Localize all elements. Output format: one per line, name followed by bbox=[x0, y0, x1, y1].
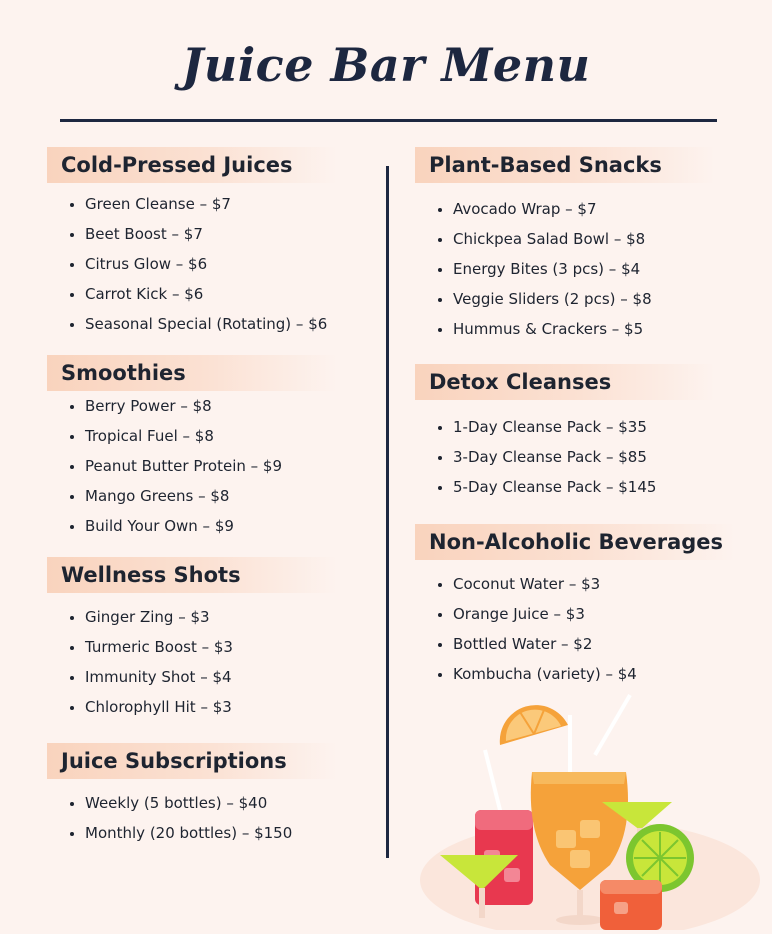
menu-item: Coconut Water – $3 bbox=[415, 569, 735, 599]
orange-slice-icon bbox=[499, 705, 568, 745]
menu-item: Immunity Shot – $4 bbox=[47, 662, 337, 692]
section-heading: Juice Subscriptions bbox=[47, 743, 337, 779]
menu-item: Beet Boost – $7 bbox=[47, 219, 337, 249]
menu-item: Bottled Water – $2 bbox=[415, 629, 735, 659]
menu-item: Green Cleanse – $7 bbox=[47, 189, 337, 219]
menu-item: Chlorophyll Hit – $3 bbox=[47, 692, 337, 722]
menu-item: Kombucha (variety) – $4 bbox=[415, 659, 735, 689]
menu-item: Hummus & Crackers – $5 bbox=[415, 314, 715, 344]
menu-item: 5-Day Cleanse Pack – $145 bbox=[415, 472, 715, 502]
section-plant-based-snacks: Plant-Based Snacks Avocado Wrap – $7 Chi… bbox=[415, 147, 715, 344]
straw-icon bbox=[593, 693, 632, 757]
section-smoothies: Smoothies Berry Power – $8 Tropical Fuel… bbox=[47, 355, 337, 541]
menu-item: Berry Power – $8 bbox=[47, 391, 337, 421]
orange-drink-icon bbox=[530, 772, 628, 925]
item-list: Ginger Zing – $3 Turmeric Boost – $3 Imm… bbox=[47, 602, 337, 722]
section-heading: Wellness Shots bbox=[47, 557, 337, 593]
menu-title: Juice Bar Menu bbox=[181, 38, 591, 92]
item-list: 1-Day Cleanse Pack – $35 3-Day Cleanse P… bbox=[415, 412, 715, 502]
menu-item: Mango Greens – $8 bbox=[47, 481, 337, 511]
menu-item: Turmeric Boost – $3 bbox=[47, 632, 337, 662]
item-list: Berry Power – $8 Tropical Fuel – $8 Pean… bbox=[47, 391, 337, 541]
menu-item: Citrus Glow – $6 bbox=[47, 249, 337, 279]
menu-item: Tropical Fuel – $8 bbox=[47, 421, 337, 451]
small-drink-icon bbox=[600, 880, 662, 930]
section-detox-cleanses: Detox Cleanses 1-Day Cleanse Pack – $35 … bbox=[415, 364, 715, 502]
section-juice-subscriptions: Juice Subscriptions Weekly (5 bottles) –… bbox=[47, 743, 337, 848]
section-wellness-shots: Wellness Shots Ginger Zing – $3 Turmeric… bbox=[47, 557, 337, 722]
item-list: Avocado Wrap – $7 Chickpea Salad Bowl – … bbox=[415, 194, 715, 344]
item-list: Green Cleanse – $7 Beet Boost – $7 Citru… bbox=[47, 189, 337, 339]
menu-item: Build Your Own – $9 bbox=[47, 511, 337, 541]
section-heading: Detox Cleanses bbox=[415, 364, 715, 400]
section-heading: Non-Alcoholic Beverages bbox=[415, 524, 735, 560]
menu-item: Seasonal Special (Rotating) – $6 bbox=[47, 309, 337, 339]
menu-item: Veggie Sliders (2 pcs) – $8 bbox=[415, 284, 715, 314]
menu-item: 3-Day Cleanse Pack – $85 bbox=[415, 442, 715, 472]
martini-glass-icon bbox=[440, 855, 518, 918]
section-non-alcoholic-beverages: Non-Alcoholic Beverages Coconut Water – … bbox=[415, 524, 735, 689]
menu-item: Chickpea Salad Bowl – $8 bbox=[415, 224, 715, 254]
cocktail-drinks-illustration bbox=[420, 693, 760, 930]
column-divider bbox=[386, 166, 389, 858]
title-rule bbox=[60, 119, 717, 122]
menu-item: Energy Bites (3 pcs) – $4 bbox=[415, 254, 715, 284]
menu-item: Peanut Butter Protein – $9 bbox=[47, 451, 337, 481]
menu-item: 1-Day Cleanse Pack – $35 bbox=[415, 412, 715, 442]
section-heading: Cold-Pressed Juices bbox=[47, 147, 337, 183]
menu-item: Weekly (5 bottles) – $40 bbox=[47, 788, 337, 818]
section-heading: Smoothies bbox=[47, 355, 337, 391]
menu-item: Carrot Kick – $6 bbox=[47, 279, 337, 309]
menu-item: Ginger Zing – $3 bbox=[47, 602, 337, 632]
item-list: Weekly (5 bottles) – $40 Monthly (20 bot… bbox=[47, 788, 337, 848]
item-list: Coconut Water – $3 Orange Juice – $3 Bot… bbox=[415, 569, 735, 689]
lime-slice-icon bbox=[626, 824, 694, 892]
menu-item: Monthly (20 bottles) – $150 bbox=[47, 818, 337, 848]
section-heading: Plant-Based Snacks bbox=[415, 147, 715, 183]
menu-item: Orange Juice – $3 bbox=[415, 599, 735, 629]
menu-item: Avocado Wrap – $7 bbox=[415, 194, 715, 224]
section-cold-pressed-juices: Cold-Pressed Juices Green Cleanse – $7 B… bbox=[47, 147, 337, 339]
